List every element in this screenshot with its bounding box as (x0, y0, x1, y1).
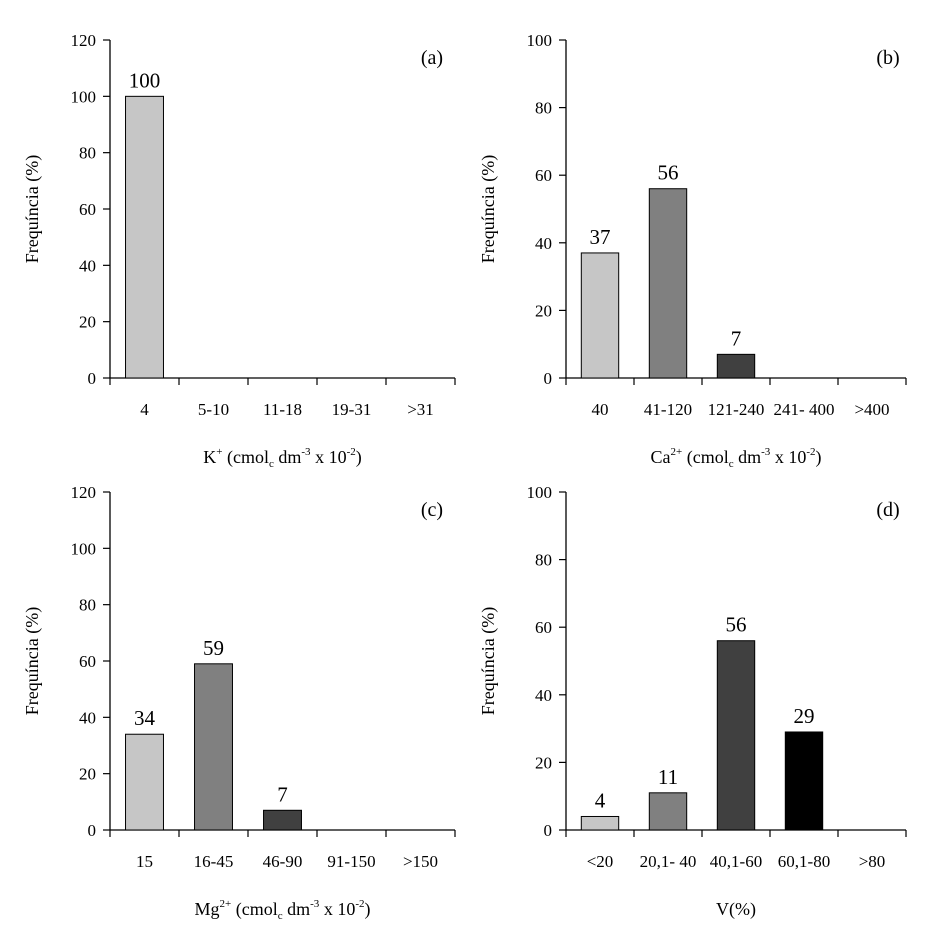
x-tick-label: 60,1-80 (778, 852, 830, 871)
y-tick-label: 0 (544, 821, 553, 840)
x-tick-label: 19-31 (332, 400, 372, 419)
bar (716, 640, 756, 831)
y-axis-label: Frequíncia (%) (478, 607, 499, 715)
y-tick-label: 100 (71, 539, 97, 558)
y-tick-label: 20 (535, 753, 552, 772)
data-label: 100 (129, 68, 161, 92)
y-tick-label: 80 (79, 596, 96, 615)
y-tick-label: 80 (535, 551, 552, 570)
y-tick-label: 20 (79, 313, 96, 332)
y-tick-label: 0 (88, 369, 97, 388)
y-tick-label: 0 (88, 821, 97, 840)
bar (125, 733, 164, 831)
bar (784, 731, 824, 831)
y-tick-label: 80 (79, 144, 96, 163)
x-tick-label: 121-240 (708, 400, 765, 419)
y-tick-label: 20 (79, 765, 96, 784)
chart-panel-1: 0 20 40 60 80 100 120 100 4 5-10 11-18 19-31 >31 Freq… (22, 31, 456, 470)
bar (716, 353, 756, 379)
panel-label: (b) (876, 47, 899, 69)
y-tick-label: 0 (544, 369, 553, 388)
x-axis-label: K+ (cmolc dm-3 x 10-2) (203, 446, 361, 470)
x-tick-label: 40 (592, 400, 609, 419)
x-axis-label: V(%) (716, 899, 756, 920)
x-tick-label: 40,1-60 (710, 852, 762, 871)
data-label: 29 (794, 704, 815, 728)
x-tick-label: >150 (403, 852, 438, 871)
x-tick-label: 15 (136, 852, 153, 871)
bar (125, 95, 164, 379)
y-axis-label: Frequíncia (%) (22, 155, 43, 263)
y-tick-label: 40 (79, 256, 96, 275)
x-tick-label: 20,1- 40 (640, 852, 697, 871)
y-tick-label: 40 (535, 234, 552, 253)
y-tick-label: 60 (535, 618, 552, 637)
x-tick-label: 11-18 (263, 400, 302, 419)
y-tick-label: 60 (79, 200, 96, 219)
data-label: 11 (658, 765, 678, 789)
y-tick-label: 120 (71, 31, 97, 50)
y-tick-label: 100 (527, 483, 553, 502)
bar (648, 188, 688, 379)
y-axis-label: Frequíncia (%) (22, 607, 43, 715)
x-tick-label: 16-45 (194, 852, 234, 871)
bar (580, 252, 620, 379)
data-label: 59 (203, 636, 224, 660)
data-label: 56 (726, 613, 747, 637)
x-tick-label: >80 (859, 852, 886, 871)
y-tick-label: 60 (535, 166, 552, 185)
chart-panel-3: 0 20 40 60 80 100 120 34 15 59 16-45 7 46-90 91-150 >1… (22, 483, 456, 922)
bar (580, 815, 620, 831)
data-label: 7 (731, 326, 742, 350)
chart-panel-2: 0 20 40 60 80 100 37 40 56 41-120 7 121-240 241- 400… (478, 31, 907, 470)
data-label: 7 (277, 782, 288, 806)
panel-label: (c) (421, 499, 443, 521)
x-tick-label: 241- 400 (774, 400, 835, 419)
y-tick-label: 40 (535, 686, 552, 705)
y-tick-label: 80 (535, 99, 552, 118)
y-tick-label: 120 (71, 483, 97, 502)
y-tick-label: 40 (79, 708, 96, 727)
x-tick-label: >400 (854, 400, 889, 419)
x-tick-label: 5-10 (198, 400, 229, 419)
y-tick-label: 100 (71, 87, 97, 106)
x-axis-label: Mg2+ (cmolc dm-3 x 10-2) (195, 898, 371, 922)
x-tick-label: 4 (140, 400, 149, 419)
bar (194, 663, 233, 831)
bar (263, 809, 302, 831)
x-tick-label: >31 (407, 400, 434, 419)
y-tick-label: 60 (79, 652, 96, 671)
x-tick-label: 41-120 (644, 400, 692, 419)
data-label: 56 (658, 161, 679, 185)
x-axis-label: Ca2+ (cmolc dm-3 x 10-2) (651, 446, 822, 470)
y-axis-label: Frequíncia (%) (478, 155, 499, 263)
bar (648, 792, 688, 831)
chart-panel-4: 0 20 40 60 80 100 4 <20 11 20,1- 40 56 40,1-60 29 60,… (478, 483, 907, 920)
x-tick-label: 91-150 (327, 852, 375, 871)
y-tick-label: 100 (527, 31, 553, 50)
panel-label: (a) (421, 47, 443, 69)
panel-label: (d) (876, 499, 899, 521)
x-tick-label: <20 (587, 852, 614, 871)
data-label: 34 (134, 706, 156, 730)
data-label: 37 (590, 225, 611, 249)
y-tick-label: 20 (535, 301, 552, 320)
x-tick-label: 46-90 (263, 852, 303, 871)
data-label: 4 (595, 788, 606, 812)
